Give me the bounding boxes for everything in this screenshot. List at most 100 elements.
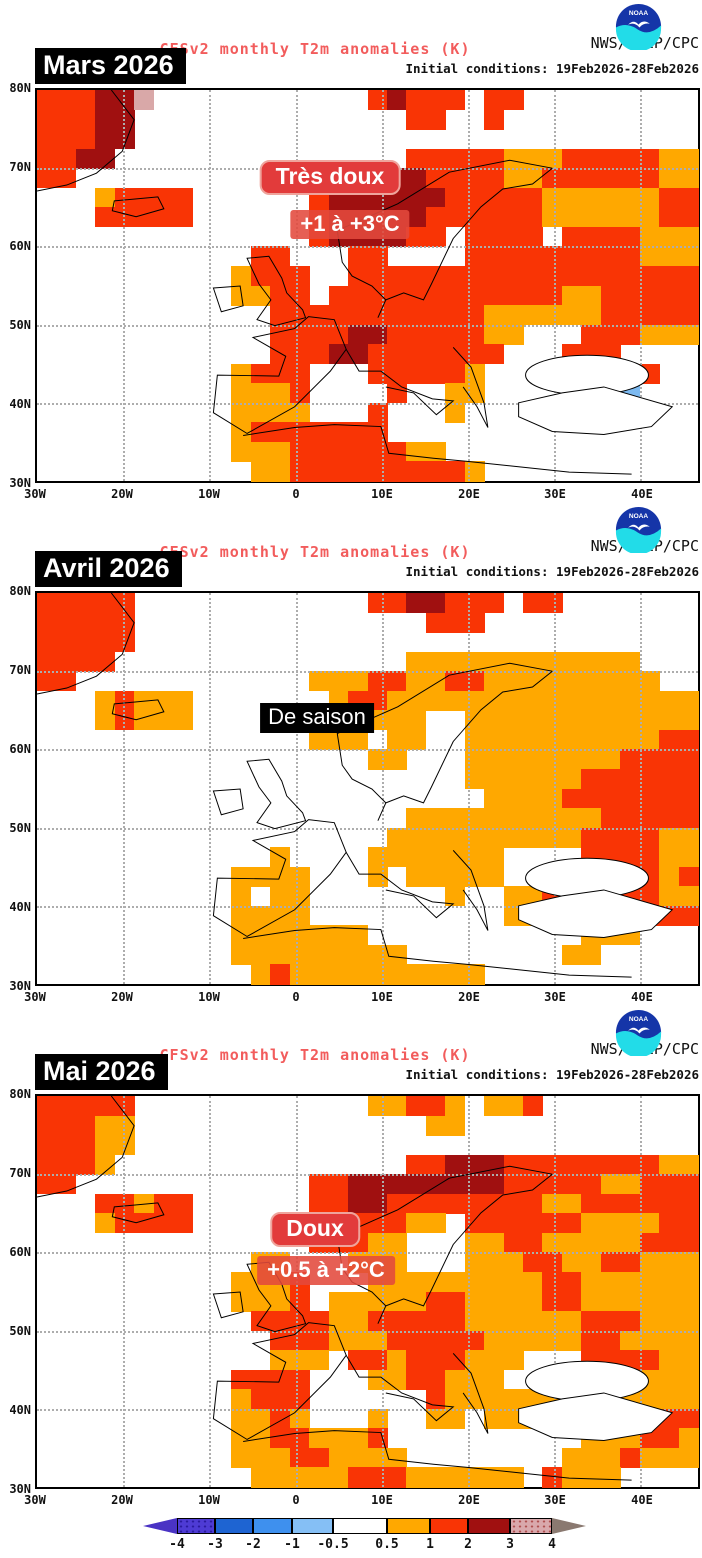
anomaly-grid-cell bbox=[95, 90, 116, 111]
anomaly-grid-cell bbox=[250, 1389, 271, 1410]
anomaly-grid-cell bbox=[425, 90, 446, 111]
anomaly-grid-cell bbox=[425, 847, 446, 868]
anomaly-grid-cell bbox=[503, 1389, 524, 1410]
anomaly-grid-cell bbox=[659, 886, 680, 907]
anomaly-grid-cell bbox=[542, 1291, 563, 1312]
anomaly-badge: Très doux bbox=[259, 160, 401, 195]
anomaly-grid-cell bbox=[678, 1330, 699, 1351]
anomaly-grid-cell bbox=[542, 1330, 563, 1351]
lon-axis-label: 20E bbox=[458, 487, 480, 501]
anomaly-grid-cell bbox=[445, 1193, 466, 1214]
anomaly-grid-cell bbox=[659, 690, 680, 711]
anomaly-grid-cell bbox=[328, 422, 349, 443]
anomaly-grid-cell bbox=[581, 246, 602, 267]
anomaly-grid-cell bbox=[270, 1447, 291, 1469]
anomaly-grid-cell bbox=[659, 1271, 680, 1293]
anomaly-grid-cell bbox=[231, 886, 252, 907]
anomaly-grid-cell bbox=[348, 1311, 369, 1332]
lat-axis-label: 30N bbox=[9, 979, 31, 993]
anomaly-grid-cell bbox=[503, 1154, 524, 1175]
anomaly-grid-cell bbox=[37, 612, 58, 633]
anomaly-grid-cell bbox=[581, 749, 602, 770]
anomaly-grid-cell bbox=[659, 1174, 680, 1195]
anomaly-grid-cell bbox=[406, 305, 427, 326]
anomaly-grid-cell bbox=[484, 109, 505, 130]
anomaly-grid-cell bbox=[678, 265, 699, 287]
anomaly-grid-cell bbox=[503, 324, 524, 345]
anomaly-grid-cell bbox=[56, 612, 77, 633]
month-label: Mai 2026 bbox=[35, 1054, 168, 1090]
anomaly-grid-cell bbox=[37, 1135, 58, 1156]
colorbar-tick-label: -1 bbox=[284, 1537, 300, 1552]
anomaly-grid-cell bbox=[523, 265, 544, 287]
anomaly-grid-cell bbox=[406, 847, 427, 868]
gridline-vertical bbox=[295, 90, 298, 481]
anomaly-grid-cell bbox=[37, 671, 58, 692]
anomaly-grid-cell bbox=[503, 729, 524, 750]
anomaly-grid-cell bbox=[445, 1291, 466, 1312]
anomaly-range-label: +1 à +3°C bbox=[290, 210, 410, 239]
anomaly-grid-cell bbox=[600, 1213, 621, 1234]
noaa-logo-wrap: NOAA bbox=[615, 1009, 662, 1058]
anomaly-grid-cell bbox=[425, 344, 446, 365]
anomaly-grid-cell bbox=[348, 422, 369, 443]
anomaly-grid-cell bbox=[561, 1311, 582, 1332]
anomaly-grid-cell bbox=[620, 285, 641, 306]
anomaly-grid-cell bbox=[231, 866, 252, 887]
anomaly-grid-cell bbox=[386, 90, 407, 111]
anomaly-grid-cell bbox=[581, 808, 602, 829]
anomaly-grid-cell bbox=[173, 207, 194, 228]
anomaly-grid-cell bbox=[620, 1311, 641, 1332]
anomaly-grid-cell bbox=[639, 168, 660, 189]
anomaly-grid-cell bbox=[561, 1467, 582, 1488]
noaa-logo-wrap: NOAA bbox=[615, 506, 662, 555]
anomaly-grid-cell bbox=[639, 305, 660, 326]
anomaly-grid-cell bbox=[425, 285, 446, 306]
anomaly-grid-cell bbox=[620, 690, 641, 711]
anomaly-grid-cell bbox=[270, 964, 291, 985]
anomaly-grid-cell bbox=[75, 129, 96, 150]
lon-axis-label: 10E bbox=[371, 1493, 393, 1507]
colorbar-arrow-right bbox=[552, 1518, 586, 1534]
colorbar-segment bbox=[292, 1518, 333, 1534]
colorbar-segment bbox=[253, 1518, 292, 1534]
anomaly-grid-cell bbox=[678, 1389, 699, 1410]
anomaly-grid-cell bbox=[250, 285, 271, 306]
colorbar-segment bbox=[333, 1518, 387, 1534]
anomaly-grid-cell bbox=[523, 1271, 544, 1293]
anomaly-grid-cell bbox=[445, 808, 466, 829]
anomaly-grid-cell bbox=[600, 710, 621, 731]
anomaly-grid-cell bbox=[309, 324, 330, 345]
anomaly-grid-cell bbox=[639, 827, 660, 848]
anomaly-grid-cell bbox=[270, 441, 291, 463]
anomaly-grid-cell bbox=[503, 808, 524, 829]
anomaly-grid-cell bbox=[289, 1467, 310, 1488]
anomaly-grid-cell bbox=[659, 207, 680, 228]
anomaly-grid-cell bbox=[503, 651, 524, 672]
anomaly-grid-cell bbox=[639, 187, 660, 208]
anomaly-grid-cell bbox=[250, 246, 271, 267]
lon-axis-label: 40E bbox=[631, 487, 653, 501]
anomaly-grid-cell bbox=[425, 1311, 446, 1332]
anomaly-grid-cell bbox=[600, 808, 621, 829]
anomaly-grid-cell bbox=[581, 651, 602, 672]
anomaly-grid-cell bbox=[523, 1311, 544, 1332]
anomaly-grid-cell bbox=[406, 1330, 427, 1351]
anomaly-grid-cell bbox=[250, 402, 271, 423]
anomaly-grid-cell bbox=[639, 1154, 660, 1175]
anomaly-grid-cell bbox=[309, 1350, 330, 1371]
anomaly-grid-cell bbox=[678, 226, 699, 247]
anomaly-grid-cell bbox=[542, 265, 563, 287]
anomaly-grid-cell bbox=[542, 827, 563, 848]
anomaly-grid-cell bbox=[484, 1154, 505, 1175]
chart-title: CFSv2 monthly T2m anomalies (K) bbox=[159, 1046, 471, 1064]
anomaly-grid-cell bbox=[425, 207, 446, 228]
anomaly-grid-cell bbox=[445, 324, 466, 345]
anomaly-grid-cell bbox=[56, 129, 77, 150]
anomaly-grid-cell bbox=[600, 168, 621, 189]
anomaly-grid-cell bbox=[678, 1193, 699, 1214]
anomaly-grid-cell bbox=[75, 1096, 96, 1117]
anomaly-grid-cell bbox=[270, 925, 291, 946]
anomaly-grid-cell bbox=[445, 690, 466, 711]
